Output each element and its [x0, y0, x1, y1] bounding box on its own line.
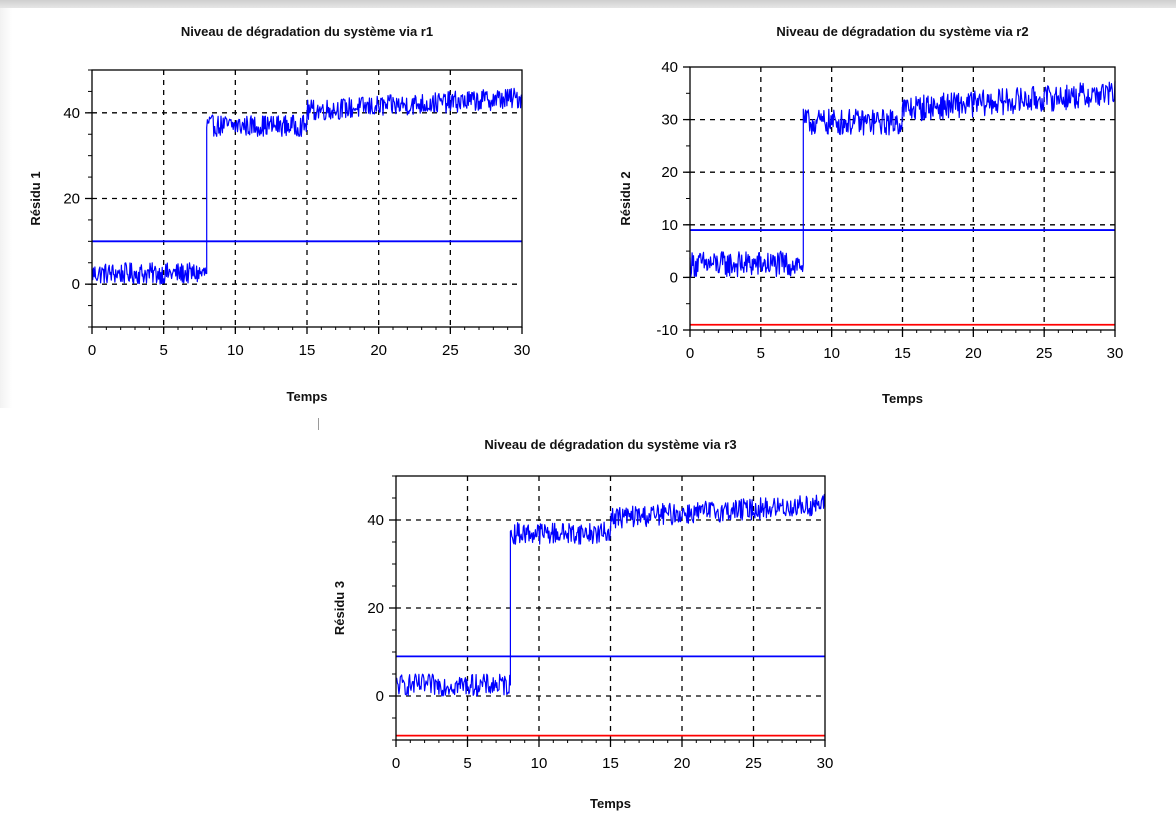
y-tick-label: 40 [367, 512, 384, 529]
y-tick-label: 20 [367, 600, 384, 617]
x-tick-label: 15 [602, 755, 619, 772]
window-top-border [0, 0, 1176, 8]
chart-title: Niveau de dégradation du système via r2 [776, 24, 1028, 39]
x-tick-label: 10 [227, 342, 244, 359]
chart-title: Niveau de dégradation du système via r3 [484, 437, 736, 452]
x-tick-label: 5 [757, 345, 765, 362]
x-tick-label: 30 [817, 755, 834, 772]
x-tick-label: 15 [894, 345, 911, 362]
x-tick-label: 30 [1107, 345, 1124, 362]
x-axis-label: Temps [287, 389, 328, 404]
x-tick-label: 0 [686, 345, 694, 362]
residual-series-line [395, 493, 826, 697]
x-tick-label: 10 [823, 345, 840, 362]
y-tick-label: 0 [72, 276, 80, 293]
x-axis-label: Temps [590, 796, 631, 811]
x-tick-label: 0 [88, 342, 96, 359]
text-cursor-mark [318, 418, 319, 430]
window-left-shade [0, 8, 12, 408]
x-axis-label: Temps [882, 391, 923, 406]
x-tick-label: 20 [370, 342, 387, 359]
chart-title: Niveau de dégradation du système via r1 [181, 24, 433, 39]
y-tick-label: 20 [661, 164, 678, 181]
y-tick-label: 20 [63, 191, 80, 208]
y-axis-label: Résidu 3 [332, 581, 347, 635]
y-axis-label: Résidu 2 [618, 171, 633, 225]
x-tick-label: 25 [442, 342, 459, 359]
x-tick-label: 10 [531, 755, 548, 772]
x-tick-label: 5 [463, 755, 471, 772]
residual-series-line [689, 81, 1116, 278]
y-tick-label: -10 [656, 322, 678, 339]
chart-residu-2: Niveau de dégradation du système via r2 0… [618, 24, 1124, 406]
x-tick-label: 20 [674, 755, 691, 772]
y-tick-label: 10 [661, 217, 678, 234]
chart-residu-3: Niveau de dégradation du système via r3 0… [332, 437, 834, 811]
y-tick-label: 40 [63, 105, 80, 122]
x-tick-label: 0 [392, 755, 400, 772]
residual-series-line [91, 87, 523, 285]
chart-residu-1: Niveau de dégradation du système via r1 0… [28, 24, 531, 404]
x-tick-label: 25 [1036, 345, 1053, 362]
x-tick-label: 15 [299, 342, 316, 359]
x-tick-label: 20 [965, 345, 982, 362]
x-tick-label: 25 [745, 755, 762, 772]
y-tick-label: 0 [670, 269, 678, 286]
x-tick-label: 30 [514, 342, 531, 359]
y-tick-label: 0 [376, 688, 384, 705]
y-axis-label: Résidu 1 [28, 171, 43, 225]
y-tick-label: 30 [661, 112, 678, 129]
x-tick-label: 5 [159, 342, 167, 359]
y-tick-label: 40 [661, 59, 678, 76]
